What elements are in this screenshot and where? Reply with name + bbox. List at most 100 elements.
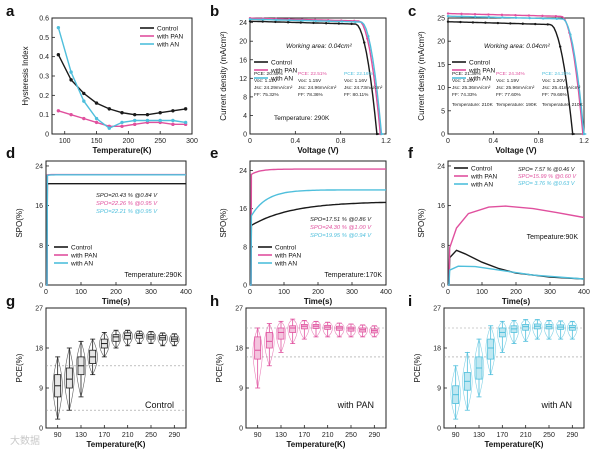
- param-voc: Voc: 1.12V: [254, 78, 278, 84]
- spo-curve-with-pan: [448, 205, 585, 286]
- data-point: [275, 18, 278, 22]
- annotation-temperature: Tempeature:90K: [527, 234, 579, 241]
- data-point: [248, 18, 252, 21]
- annotation-temperature: Temperature:290K: [124, 272, 182, 279]
- box-190: [508, 320, 520, 344]
- panel-i: i 0 9 18 27 Temperature(K) PCE(%) 90 130 170 210 25…: [408, 293, 585, 449]
- y-tick-label: 0.6: [39, 16, 49, 23]
- data-point: [546, 23, 549, 26]
- data-point: [288, 19, 291, 22]
- plot-frame: [443, 307, 585, 429]
- x-tick-label: 100: [75, 289, 87, 296]
- y-axis-label: SPO(%): [417, 208, 426, 238]
- y-tick-label: 12: [239, 76, 247, 83]
- x-tick-label: 290: [566, 432, 578, 439]
- data-point: [324, 22, 328, 25]
- y-tick-label: 16: [437, 203, 445, 210]
- param-jsc: Jsc: 24.29mA/cm²: [254, 85, 293, 91]
- data-point: [514, 14, 517, 17]
- param-jsc: Jsc: 25.41mA/cm²: [542, 85, 581, 91]
- x-axis-label: Temperature(K): [93, 146, 152, 155]
- legend-label: with AN: [70, 261, 93, 268]
- y-tick-label: 0.4: [39, 54, 49, 61]
- legend-label: with PAN: [274, 253, 302, 260]
- box-190: [310, 320, 322, 338]
- data-point: [301, 19, 304, 22]
- panel-g: g 0 9 18 27 Temperature(K) PCE(%) 90 130 170 210 25…: [6, 293, 187, 449]
- y-tick-label: 0.5: [39, 35, 49, 42]
- y-tick-label: 27: [35, 306, 43, 313]
- box-290: [567, 320, 578, 340]
- plot-frame: [245, 307, 387, 429]
- x-tick-label: 210: [122, 432, 134, 439]
- y-tick-label: 27: [433, 306, 441, 313]
- data-point: [314, 19, 317, 23]
- data-point: [94, 120, 99, 125]
- panel-letter-e: e: [210, 145, 218, 162]
- y-tick-label: 20: [437, 39, 445, 46]
- panel-letter-f: f: [408, 145, 414, 162]
- box-230: [334, 322, 345, 338]
- data-point: [509, 22, 512, 25]
- spo-label: SPO=15.99 % @0.60 V: [518, 174, 577, 180]
- box-body: [254, 336, 262, 360]
- y-tick-label: 16: [35, 203, 43, 210]
- data-point: [183, 107, 188, 111]
- y-tick-label: 8: [243, 94, 247, 101]
- spo-curve-with-an: [250, 189, 386, 286]
- box-110: [462, 351, 473, 411]
- legend-label: Control: [275, 245, 297, 252]
- data-point: [521, 22, 524, 25]
- x-tick-label: 290: [168, 432, 180, 439]
- x-tick-label: 250: [543, 432, 555, 439]
- data-point: [107, 107, 111, 111]
- param-voc: Voc: 1.19V: [496, 78, 520, 84]
- legend-label: Control: [157, 26, 179, 33]
- x-tick-label: 200: [510, 289, 522, 296]
- plot-frame: [45, 307, 187, 429]
- x-axis-label: Voltage (V): [297, 146, 339, 155]
- param-voc: Voc: 1.16V: [344, 78, 368, 84]
- data-point: [473, 13, 477, 16]
- x-tick-label: 210: [322, 432, 334, 439]
- data-point: [120, 124, 124, 128]
- data-point: [133, 122, 137, 127]
- x-tick-label: 300: [186, 138, 198, 145]
- y-tick-label: 24: [35, 163, 43, 170]
- y-tick-label: 8: [441, 243, 445, 250]
- x-tick-label: 300: [544, 289, 556, 296]
- data-point: [350, 22, 353, 26]
- y-tick-label: 8: [243, 244, 247, 251]
- param-voc: Voc: 1.15V: [298, 78, 322, 84]
- param-jsc: Jsc: 24.73mA/cm²: [344, 85, 383, 91]
- panel-a: a 0 0.1 0.2 0.3 0.4 0.5 0.6 100 150 200 250 300 Tempe…: [6, 3, 198, 155]
- data-point: [500, 13, 504, 17]
- data-point: [82, 116, 86, 121]
- x-axis-label: Voltage (V): [495, 146, 537, 155]
- data-point: [569, 33, 572, 36]
- data-point: [367, 34, 370, 38]
- plot-frame: [249, 160, 387, 286]
- data-point: [133, 112, 137, 117]
- spo-curve-with-an: [448, 265, 585, 286]
- box-150: [287, 318, 298, 344]
- x-tick-label: 150: [91, 138, 103, 145]
- param-jsc: Jsc: 24.96mA/cm²: [298, 85, 337, 91]
- data-point: [261, 18, 265, 21]
- spo-label: SPO=22.26 % @0.95 V: [96, 201, 158, 207]
- x-tick-label: 170: [496, 432, 508, 439]
- data-point: [487, 15, 490, 19]
- x-axis-label: Temperature(K): [485, 440, 544, 449]
- series-with-an: [56, 25, 188, 130]
- spo-label: SPO=17.51 % @0.86 V: [310, 217, 372, 223]
- box-290: [369, 325, 380, 338]
- y-tick-label: 24: [239, 20, 247, 27]
- box-110: [264, 322, 275, 367]
- data-point: [158, 111, 162, 115]
- box-250: [345, 323, 357, 338]
- data-point: [56, 25, 61, 30]
- x-tick-label: 400: [380, 289, 392, 296]
- data-point: [471, 21, 475, 24]
